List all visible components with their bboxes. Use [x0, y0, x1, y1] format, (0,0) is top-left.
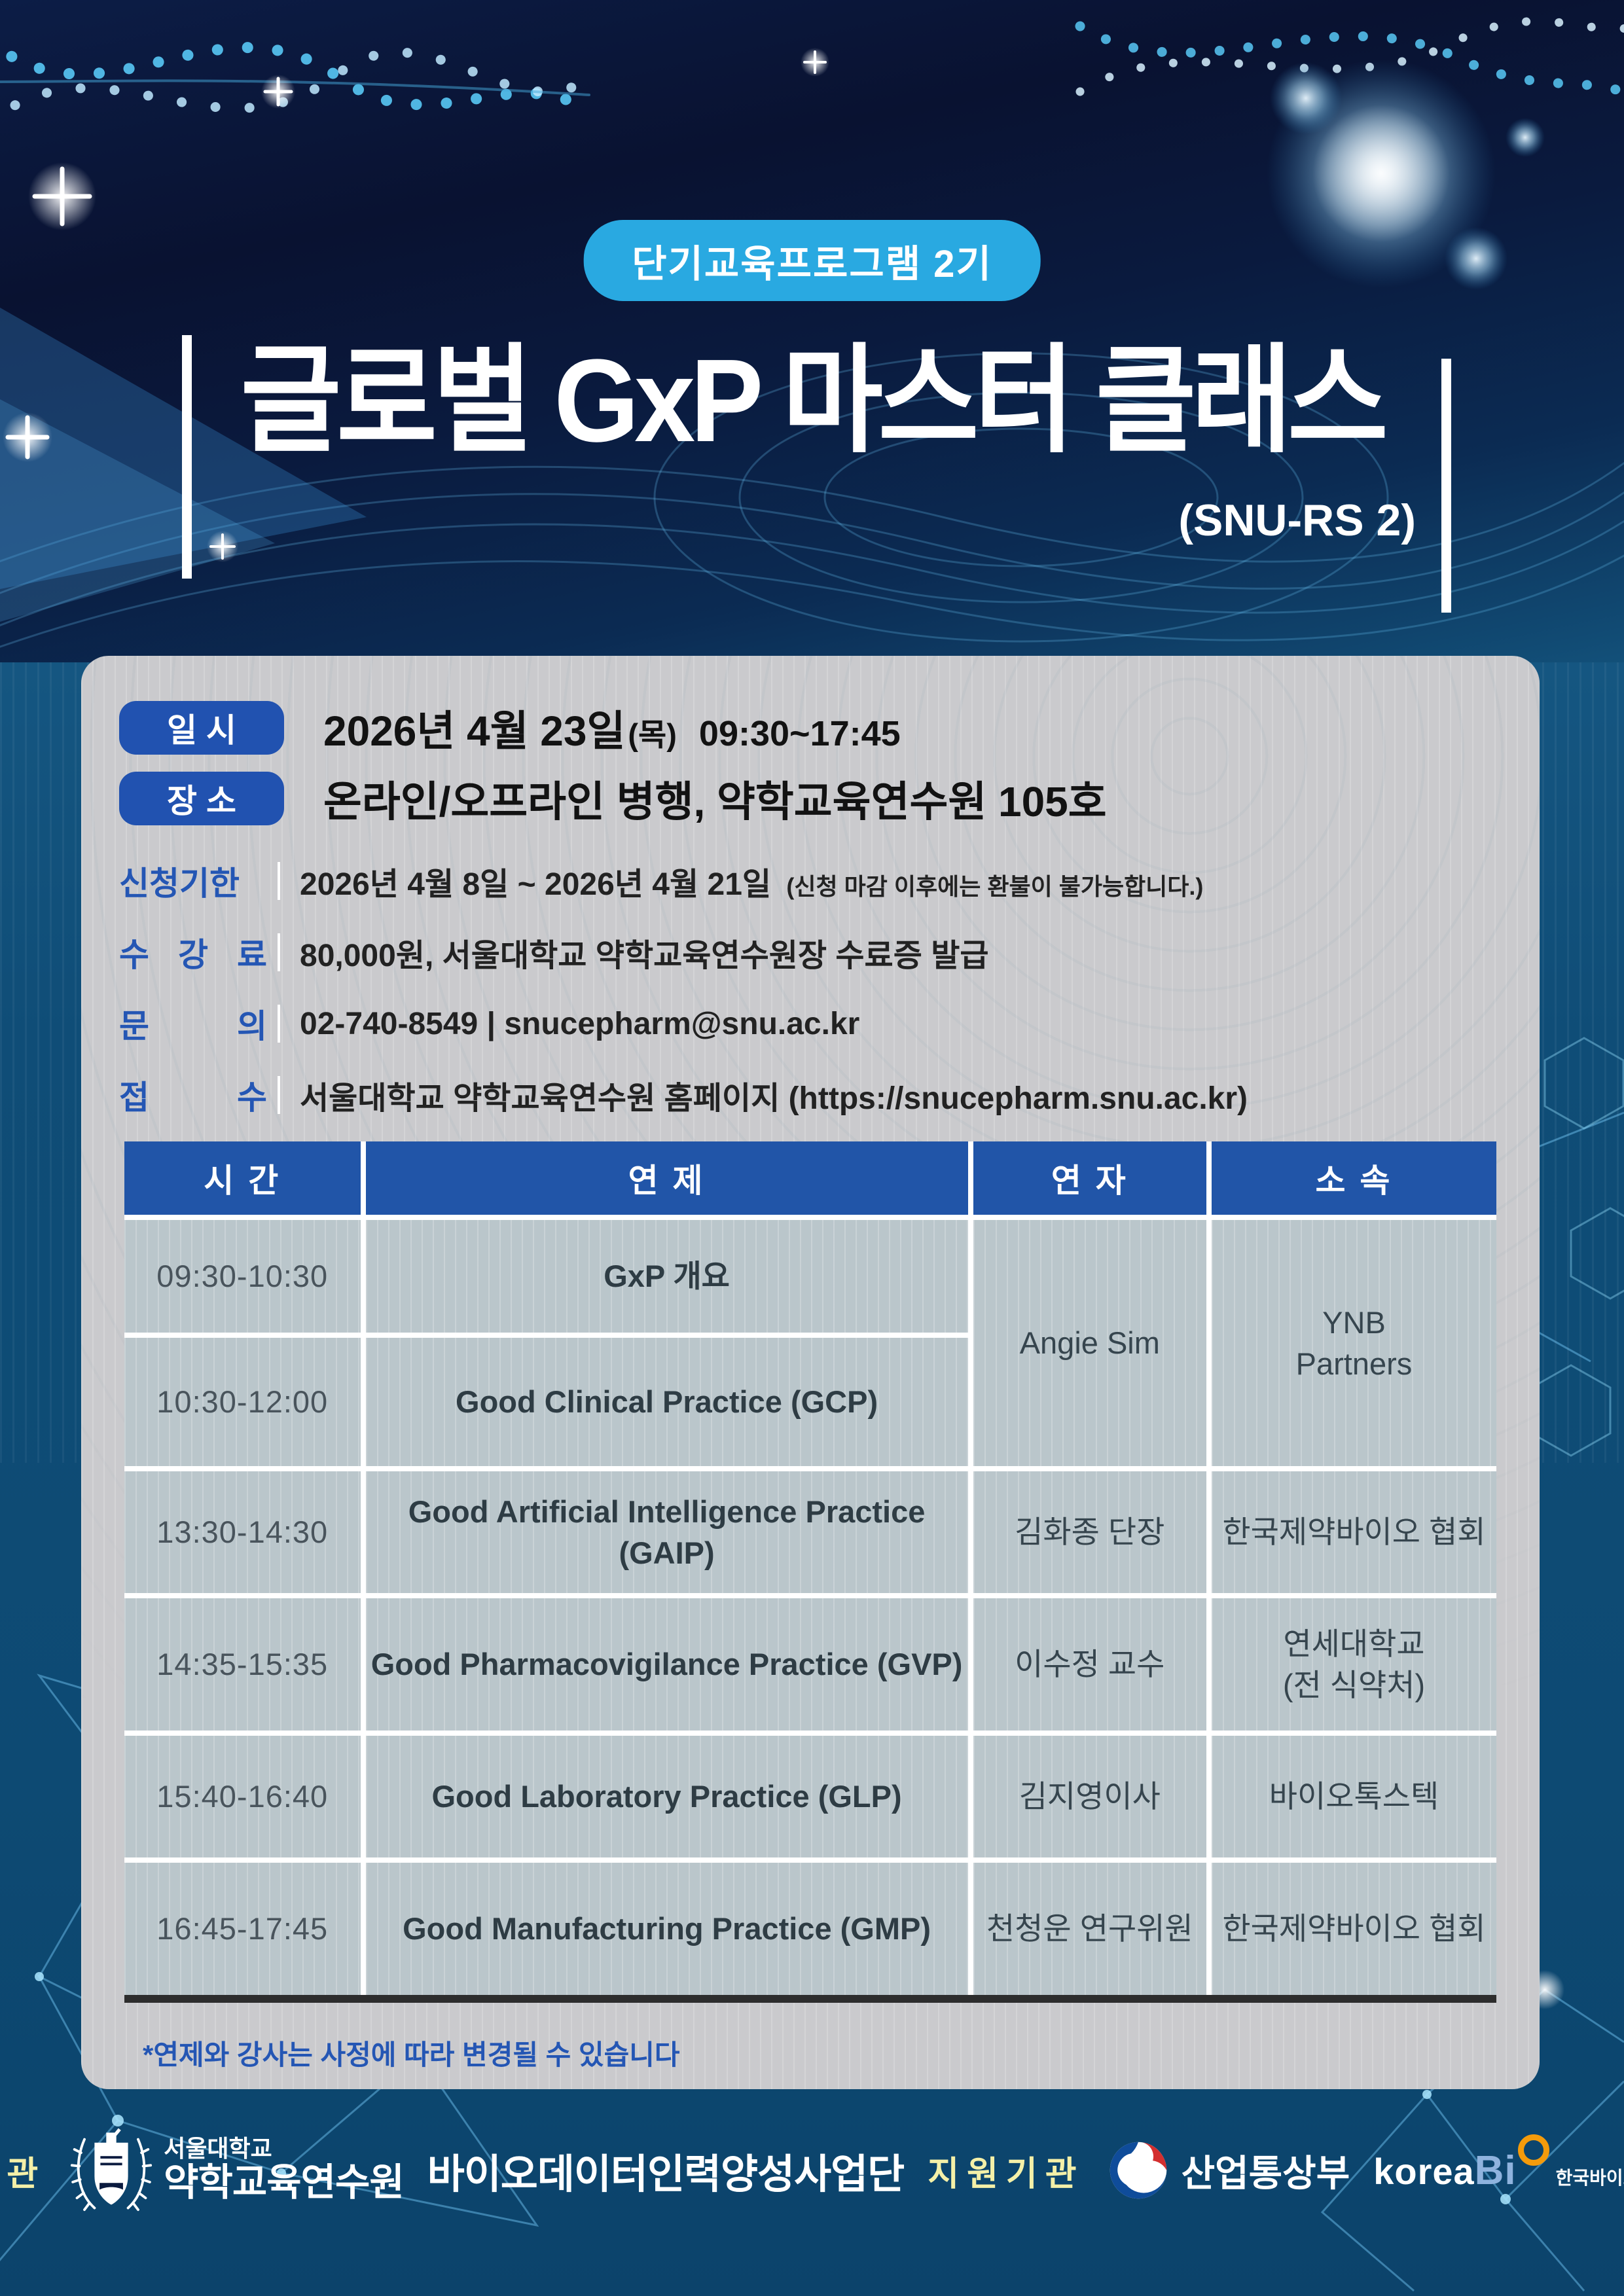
table-cell-speaker: 이수정 교수 [973, 1598, 1206, 1731]
info-box: 일 시 2026년 4월 23일 (목) 09:30~17:45 장 소 온라인… [81, 656, 1540, 2089]
table-cell-topic: Good Manufacturing Practice (GMP) [365, 1863, 968, 1995]
fee-value: 80,000원, 서울대학교 약학교육연수원장 수료증 발급 [300, 939, 989, 973]
place-pill: 장 소 [119, 772, 284, 825]
table-cell-time: 13:30-14:30 [124, 1471, 361, 1593]
ministry-label: 산업통상부 [1181, 2152, 1350, 2194]
registration-label: 접 수 [119, 1079, 267, 1116]
table-cell-speaker: 김지영이사 [973, 1736, 1206, 1857]
ministry-logo-group: 산업통상부 [1108, 2140, 1350, 2200]
th-affiliation: 소 속 [1211, 1141, 1496, 1215]
snu-center-label: 약학교육연수원 [164, 2161, 405, 2204]
header-background [0, 0, 1624, 662]
page-subtitle: (SNU-RS 2) [1178, 495, 1416, 545]
table-cell-speaker-merged: Angie Sim [973, 1220, 1206, 1466]
deadline-label: 신청기한 [119, 865, 240, 902]
th-topic: 연 제 [365, 1141, 968, 1215]
table-cell-speaker: 김화종 단장 [973, 1471, 1206, 1593]
page-title: 글로벌 GxP 마스터 클래스 [240, 335, 1388, 467]
divider [278, 862, 280, 900]
deadline-row: 신청기한 2026년 4월 8일 ~ 2026년 4월 21일 (신청 마감 이… [119, 861, 1502, 902]
table-cell-topic: Good Artificial Intelligence Practice (G… [365, 1471, 968, 1593]
th-speaker: 연 자 [973, 1141, 1206, 1215]
th-time: 시 간 [124, 1141, 361, 1215]
table-footnote: *연제와 강사는 사정에 따라 변경될 수 있습니다 [143, 2039, 680, 2070]
koreabio-sub-label: 한국바이오협회 [1555, 2167, 1624, 2188]
host-label: 주 관 [0, 2155, 46, 2193]
title-bar-right [1441, 359, 1451, 613]
koreabio-bi-text: Bi [1474, 2147, 1517, 2193]
snu-logo-group: 서울대학교 약학교육연수원 [69, 2124, 405, 2217]
table-cell-time: 15:40-16:40 [124, 1736, 361, 1857]
inquiry-row: 문 의 02-740-8549 | snucepharm@snu.ac.kr [119, 1003, 1502, 1045]
snu-emblem-icon [71, 2128, 153, 2212]
schedule-table: 시 간 연 제 연 자 소 속 09:30-10:30 GxP 개요 Angie… [124, 1141, 1496, 2003]
table-cell-affiliation: 한국제약바이오 협회 [1211, 1471, 1496, 1593]
koreabio-ring-icon [1517, 2134, 1549, 2166]
registration-value: 서울대학교 약학교육연수원 홈페이지 (https://snucepharm.s… [300, 1081, 1248, 1116]
table-cell-topic: GxP 개요 [365, 1220, 968, 1333]
date-time: 09:30~17:45 [698, 714, 901, 753]
date-row: 일 시 2026년 4월 23일 (목) 09:30~17:45 [119, 696, 1502, 759]
table-cell-topic: Good Laboratory Practice (GLP) [365, 1736, 968, 1857]
table-cell-affiliation: 연세대학교 (전 식약처) [1211, 1598, 1496, 1731]
table-cell-time: 10:30-12:00 [124, 1338, 361, 1466]
program-badge: 단기교육프로그램 2기 [583, 220, 1041, 301]
title-bar-left [182, 335, 192, 579]
deadline-value: 2026년 4월 8일 ~ 2026년 4월 21일 [300, 867, 772, 902]
inquiry-label: 문 의 [119, 1008, 267, 1045]
table-cell-topic: Good Pharmacovigilance Practice (GVP) [365, 1598, 968, 1731]
koreabio-logo-group: korea Bi 한국바이오협회 [1373, 2134, 1624, 2194]
date-value: 2026년 4월 23일 [323, 708, 626, 755]
deadline-note: (신청 마감 이후에는 환불이 불가능합니다.) [786, 873, 1204, 900]
support-label: 지원기관 [928, 2155, 1085, 2193]
koreabio-korea-text: korea [1373, 2150, 1475, 2192]
table-cell-time: 09:30-10:30 [124, 1220, 361, 1333]
divider [278, 933, 280, 971]
footer: 주 관 서울대학교 약학교육연수원 바이오데이터 [0, 2111, 1624, 2229]
place-row: 장 소 온라인/오프라인 병행, 약학교육연수원 105호 [119, 767, 1502, 830]
snu-university-label: 서울대학교 [164, 2134, 272, 2162]
date-day: (목) [628, 717, 677, 752]
divider [278, 1076, 280, 1114]
table-cell-time: 16:45-17:45 [124, 1863, 361, 1995]
fee-label: 수 강 료 [119, 937, 267, 973]
inquiry-value: 02-740-8549 | snucepharm@snu.ac.kr [300, 1006, 860, 1041]
table-cell-topic: Good Clinical Practice (GCP) [365, 1338, 968, 1466]
divider [278, 1005, 280, 1043]
table-cell-affiliation: 한국제약바이오 협회 [1211, 1863, 1496, 1995]
table-cell-speaker: 천청운 연구위원 [973, 1863, 1206, 1995]
fee-row: 수 강 료 80,000원, 서울대학교 약학교육연수원장 수료증 발급 [119, 932, 1502, 973]
gov-emblem-icon [1110, 2142, 1166, 2199]
registration-row: 접 수 서울대학교 약학교육연수원 홈페이지 (https://snucepha… [119, 1075, 1502, 1116]
biodata-org-label: 바이오데이터인력양성사업단 [427, 2152, 905, 2197]
table-cell-affiliation: 바이오톡스텍 [1211, 1736, 1496, 1857]
place-value: 온라인/오프라인 병행, 약학교육연수원 105호 [323, 778, 1107, 825]
table-cell-time: 14:35-15:35 [124, 1598, 361, 1731]
table-cell-affiliation-merged: YNB Partners [1211, 1220, 1496, 1466]
date-pill: 일 시 [119, 701, 284, 755]
